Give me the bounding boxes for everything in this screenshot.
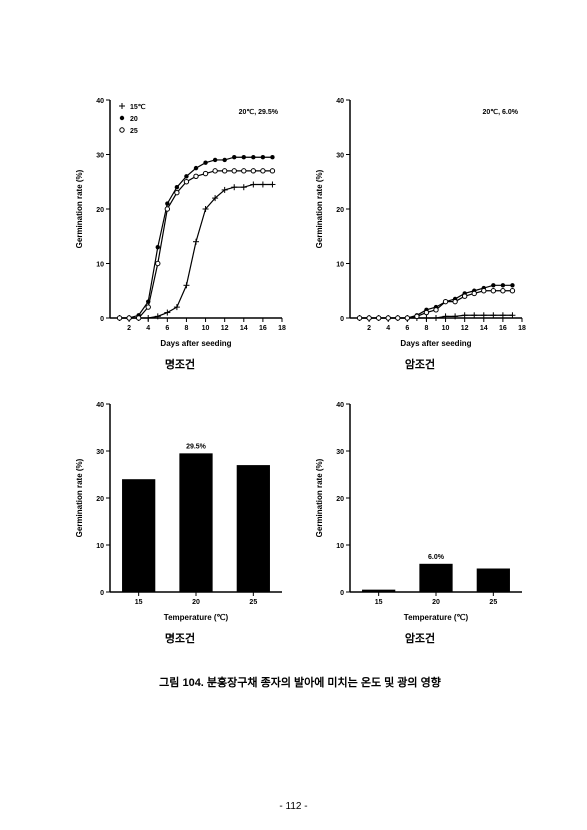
svg-text:Days after seeding: Days after seeding xyxy=(400,339,471,348)
svg-text:25: 25 xyxy=(489,599,497,606)
bar-charts-row: 0 10 20 30 40 15 20 29.5% 25 Temperature (℃) Germi… xyxy=(70,394,530,660)
svg-text:Germination rate (%): Germination rate (%) xyxy=(75,458,84,537)
subtitle-light-2: 명조건 xyxy=(70,630,290,646)
svg-text:10: 10 xyxy=(96,262,104,269)
svg-text:10: 10 xyxy=(202,325,210,332)
line-chart-dark: 0 10 20 30 40 2 4 6 8 10 12 14 16 18 Days after seedin… xyxy=(310,90,530,386)
svg-text:30: 30 xyxy=(336,449,344,456)
line-chart-light: 0 10 20 30 40 2 4 6 8 10 12 14 16 18 Days after seedin… xyxy=(70,90,290,386)
svg-text:Days after seeding: Days after seeding xyxy=(160,339,231,348)
figure-caption: 그림 104. 분홍장구채 종자의 발아에 미치는 온도 및 광의 영향 xyxy=(70,674,530,690)
svg-text:15℃: 15℃ xyxy=(130,103,146,111)
svg-text:25: 25 xyxy=(249,599,257,606)
svg-text:20: 20 xyxy=(130,116,138,123)
svg-text:15: 15 xyxy=(135,599,143,606)
svg-text:16: 16 xyxy=(499,325,507,332)
svg-text:40: 40 xyxy=(96,98,104,105)
svg-text:12: 12 xyxy=(221,325,229,332)
svg-text:10: 10 xyxy=(96,543,104,550)
svg-text:0: 0 xyxy=(100,590,104,597)
svg-text:20: 20 xyxy=(432,599,440,606)
svg-text:6: 6 xyxy=(405,325,409,332)
subtitle-dark-1: 암조건 xyxy=(310,356,530,372)
svg-text:15: 15 xyxy=(375,599,383,606)
svg-text:30: 30 xyxy=(96,153,104,160)
svg-text:14: 14 xyxy=(240,325,248,332)
svg-text:Germination rate (%): Germination rate (%) xyxy=(75,169,84,248)
svg-text:Temperature (℃): Temperature (℃) xyxy=(404,613,469,622)
svg-text:0: 0 xyxy=(340,316,344,323)
page-number: - 112 - xyxy=(0,801,587,812)
svg-text:0: 0 xyxy=(100,316,104,323)
svg-text:16: 16 xyxy=(259,325,267,332)
svg-text:Germination rate (%): Germination rate (%) xyxy=(315,458,324,537)
svg-text:30: 30 xyxy=(96,449,104,456)
svg-text:Temperature (℃): Temperature (℃) xyxy=(164,613,229,622)
svg-text:0: 0 xyxy=(340,590,344,597)
svg-text:Germination rate (%): Germination rate (%) xyxy=(315,169,324,248)
svg-text:14: 14 xyxy=(480,325,488,332)
svg-text:20℃, 29.5%: 20℃, 29.5% xyxy=(239,108,279,116)
svg-text:10: 10 xyxy=(336,543,344,550)
bar-chart-light: 0 10 20 30 40 15 20 29.5% 25 Temperature (℃) Germi… xyxy=(70,394,290,660)
svg-text:25: 25 xyxy=(130,128,138,135)
svg-text:10: 10 xyxy=(442,325,450,332)
svg-text:18: 18 xyxy=(518,325,526,332)
svg-text:20: 20 xyxy=(336,496,344,503)
svg-text:2: 2 xyxy=(367,325,371,332)
svg-text:40: 40 xyxy=(336,98,344,105)
svg-text:20: 20 xyxy=(336,207,344,214)
svg-text:29.5%: 29.5% xyxy=(186,443,207,450)
svg-text:20℃, 6.0%: 20℃, 6.0% xyxy=(483,108,519,116)
bar-chart-dark: 0 10 20 30 40 15 20 6.0% 25 Temperature (℃) Germin… xyxy=(310,394,530,660)
svg-text:20: 20 xyxy=(96,207,104,214)
svg-text:20: 20 xyxy=(96,496,104,503)
svg-text:30: 30 xyxy=(336,153,344,160)
svg-text:4: 4 xyxy=(146,325,150,332)
svg-text:40: 40 xyxy=(96,402,104,409)
svg-text:6.0%: 6.0% xyxy=(428,554,445,561)
svg-text:8: 8 xyxy=(184,325,188,332)
svg-text:40: 40 xyxy=(336,402,344,409)
svg-text:20: 20 xyxy=(192,599,200,606)
svg-text:10: 10 xyxy=(336,262,344,269)
svg-text:12: 12 xyxy=(461,325,469,332)
line-charts-row: 01020304024681012141618Days after seedin… xyxy=(70,90,530,386)
svg-text:18: 18 xyxy=(278,325,286,332)
svg-text:8: 8 xyxy=(424,325,428,332)
subtitle-dark-2: 암조건 xyxy=(310,630,530,646)
svg-text:6: 6 xyxy=(165,325,169,332)
svg-text:2: 2 xyxy=(127,325,131,332)
svg-text:4: 4 xyxy=(386,325,390,332)
subtitle-light-1: 명조건 xyxy=(70,356,290,372)
